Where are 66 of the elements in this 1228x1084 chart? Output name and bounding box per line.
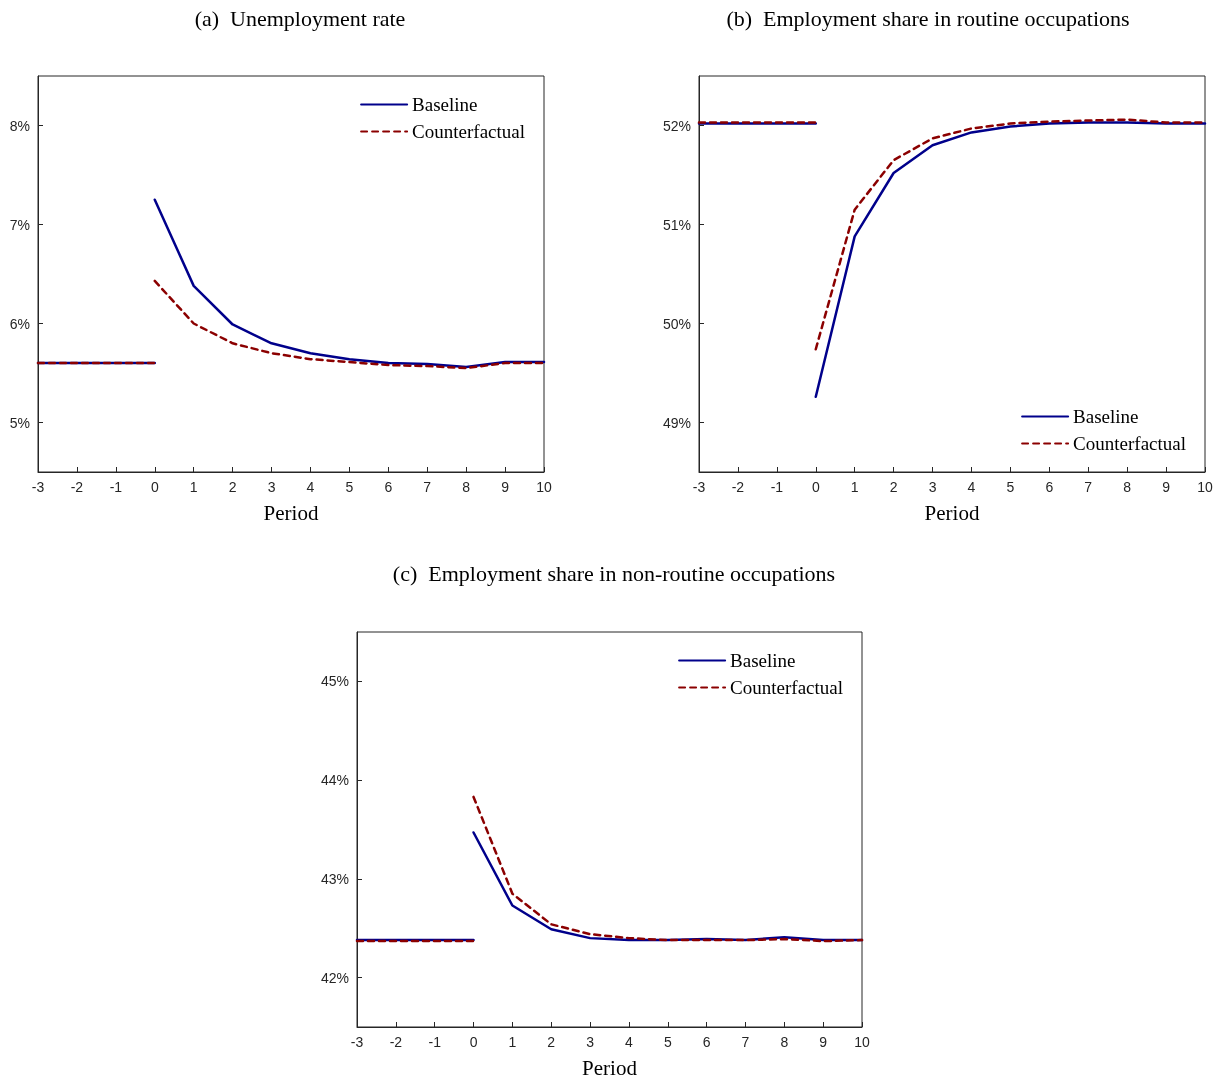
x-tick-label: -3 [31,479,45,495]
y-tick-label: 51% [662,216,691,233]
x-tick-label: 4 [967,479,976,495]
x-tick-label: 4 [306,479,315,495]
x-tick-label: 5 [345,479,354,495]
x-tick-label: -2 [70,479,84,495]
legend-label: Counterfactual [730,677,844,698]
x-tick-label: -3 [350,1034,364,1050]
legend-label: Counterfactual [1073,433,1187,454]
y-tick-label: 44% [320,772,349,789]
x-tick-label: -2 [389,1034,403,1050]
x-tick-label: 6 [702,1034,711,1050]
x-tick-label: 5 [663,1034,672,1050]
x-tick-label: 5 [1006,479,1015,495]
x-tick-label: 2 [547,1034,556,1050]
x-tick-label: -1 [109,479,123,495]
x-tick-label: 2 [889,479,898,495]
x-axis-title: Period [582,1055,638,1080]
y-tick-label: 52% [662,117,691,134]
x-tick-label: 10 [536,479,552,495]
x-tick-label: 6 [1045,479,1054,495]
x-tick-label: 3 [267,479,276,495]
x-tick-label: 0 [150,479,159,495]
chart-title: (a) Unemployment rate [194,5,406,31]
y-tick-label: 5% [9,414,30,431]
x-tick-label: 10 [854,1034,870,1050]
y-tick-label: 43% [320,870,349,887]
x-tick-label: 6 [384,479,393,495]
x-tick-label: 9 [501,479,510,495]
x-tick-label: 7 [1084,479,1093,495]
x-tick-label: 4 [625,1034,634,1050]
x-tick-label: -1 [428,1034,442,1050]
x-tick-label: 3 [586,1034,595,1050]
y-tick-label: 49% [662,414,691,431]
x-tick-label: 7 [741,1034,750,1050]
x-tick-label: 9 [1162,479,1171,495]
x-tick-label: 1 [189,479,198,495]
chart-title: (b) Employment share in routine occupations [726,5,1130,31]
x-tick-label: -3 [692,479,706,495]
y-tick-label: 6% [9,315,30,332]
x-tick-label: 1 [850,479,859,495]
x-tick-label: 7 [423,479,432,495]
legend-label: Baseline [412,94,478,115]
chart-title: (c) Employment share in non-routine occupations [392,560,836,586]
x-tick-label: 0 [811,479,820,495]
x-axis-title: Period [924,500,980,525]
x-tick-label: 3 [928,479,937,495]
x-tick-label: -1 [770,479,784,495]
x-tick-label: 0 [469,1034,478,1050]
y-tick-label: 42% [320,969,349,986]
y-tick-label: 45% [320,673,349,690]
x-axis-title: Period [263,500,319,525]
x-tick-label: 8 [780,1034,789,1050]
legend-label: Counterfactual [412,121,526,142]
legend-label: Baseline [1073,406,1139,427]
x-tick-label: 8 [1123,479,1132,495]
x-tick-label: 10 [1197,479,1213,495]
y-tick-label: 50% [662,315,691,332]
x-tick-label: 9 [819,1034,828,1050]
x-tick-label: 2 [228,479,237,495]
x-tick-label: -2 [731,479,745,495]
y-tick-label: 8% [9,117,30,134]
x-tick-label: 1 [508,1034,517,1050]
y-tick-label: 7% [9,216,30,233]
x-tick-label: 8 [462,479,471,495]
legend-label: Baseline [730,650,796,671]
